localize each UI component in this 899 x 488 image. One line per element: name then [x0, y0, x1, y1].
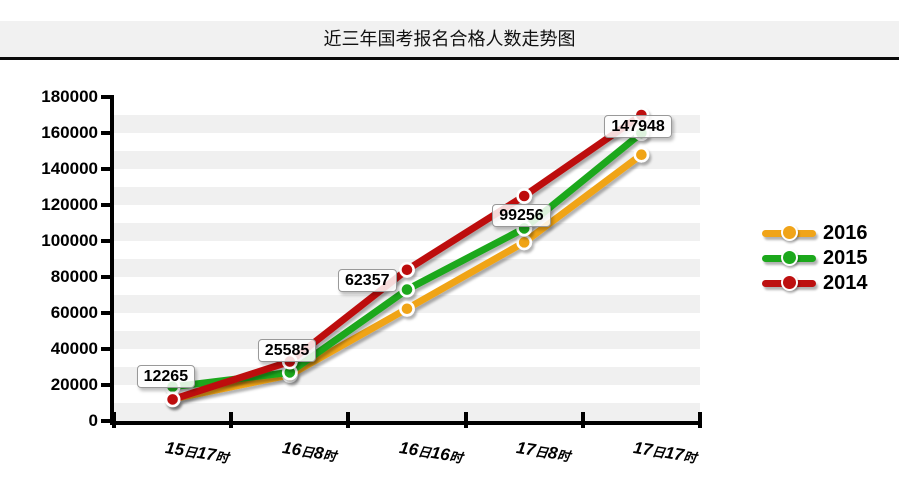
chart-title: 近三年国考报名合格人数走势图 — [323, 29, 576, 49]
x-axis-category-label: 15日17时 — [163, 438, 230, 466]
legend-item-2015: 2015 — [757, 246, 897, 271]
x-axis-category-label: 17日17时 — [632, 438, 699, 466]
y-axis-tick-label: 20000 — [50, 375, 98, 394]
x-axis-tick — [580, 412, 585, 428]
data-point-2016 — [516, 234, 533, 251]
y-axis-tick — [101, 419, 110, 423]
x-axis-tick — [463, 412, 468, 428]
legend-marker-dot — [781, 224, 798, 241]
y-axis-tick — [101, 347, 110, 351]
legend-item-2014: 2014 — [757, 271, 897, 296]
data-point-2016 — [633, 146, 650, 163]
y-axis-tick-label: 160000 — [41, 123, 98, 142]
y-axis-tick-label: 140000 — [41, 159, 98, 178]
legend-label: 2014 — [823, 272, 868, 294]
legend-label: 2016 — [823, 222, 868, 244]
value-callout: 99256 — [492, 204, 551, 228]
y-axis-tick — [101, 275, 110, 279]
y-axis-tick — [101, 203, 110, 207]
x-axis-category-label: 16日8时 — [280, 438, 338, 465]
x-axis-category-label: 17日8时 — [515, 438, 572, 465]
y-axis-tick — [101, 311, 110, 315]
series-2014 — [164, 107, 650, 408]
y-axis-tick — [101, 383, 110, 387]
x-axis-tick — [346, 412, 351, 428]
y-axis-tick-label: 180000 — [41, 87, 98, 106]
x-axis-tick — [112, 412, 116, 428]
y-axis-tick — [101, 167, 110, 171]
legend-item-2016: 2016 — [757, 221, 897, 246]
y-axis-tick — [101, 131, 110, 135]
y-axis-tick-label: 60000 — [50, 303, 98, 322]
value-callout: 147948 — [604, 114, 672, 138]
y-axis-tick — [101, 239, 110, 243]
value-callout: 25585 — [257, 338, 317, 362]
data-point-2014 — [516, 188, 533, 204]
x-axis-tick — [229, 412, 234, 428]
value-callout: 62357 — [338, 268, 397, 292]
y-axis-tick-label: 120000 — [41, 195, 98, 214]
legend-label: 2015 — [823, 247, 868, 269]
series-2015 — [164, 125, 650, 395]
chart-title-band: 近三年国考报名合格人数走势图 — [0, 21, 899, 60]
y-axis-tick-label: 40000 — [50, 339, 98, 358]
data-point-2014 — [164, 391, 181, 408]
data-point-2016 — [399, 300, 415, 317]
series-line-2014 — [169, 111, 645, 403]
series-line-2015 — [169, 129, 645, 391]
plot-area-bands — [114, 97, 700, 421]
y-axis-tick-label: 80000 — [50, 267, 98, 286]
legend: 2016 2015 2014 — [757, 221, 897, 296]
x-axis-tick — [698, 412, 702, 428]
y-axis — [110, 95, 114, 425]
x-axis-category-label: 16日16时 — [398, 438, 464, 466]
y-axis-tick-label: 0 — [88, 411, 98, 430]
data-point-2014 — [399, 261, 415, 278]
legend-marker-dot — [781, 274, 798, 291]
x-axis — [110, 421, 702, 425]
legend-marker-dot — [781, 249, 798, 266]
y-axis-tick-label: 100000 — [41, 231, 98, 250]
value-callout: 12265 — [136, 364, 196, 388]
y-axis-tick — [101, 95, 110, 99]
line-series-plot — [164, 107, 650, 408]
data-point-2015 — [399, 281, 415, 298]
